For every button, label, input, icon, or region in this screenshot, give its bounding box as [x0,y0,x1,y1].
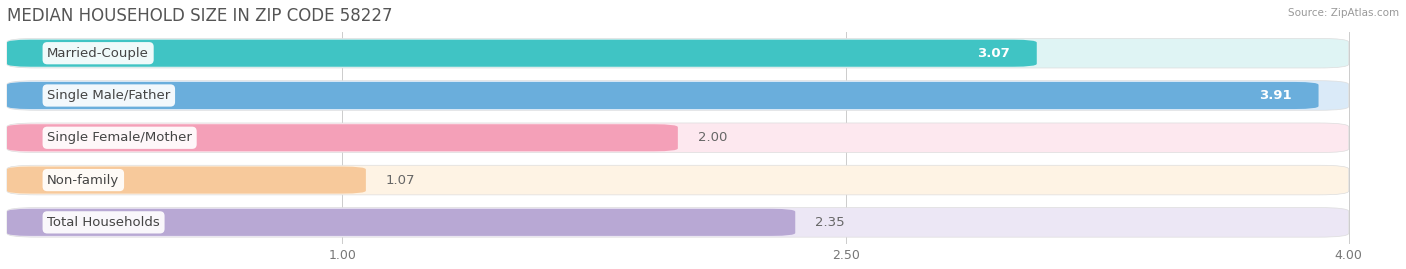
Text: 3.91: 3.91 [1260,89,1292,102]
FancyBboxPatch shape [7,123,1348,153]
FancyBboxPatch shape [7,124,678,151]
FancyBboxPatch shape [7,82,1319,109]
Text: Non-family: Non-family [48,174,120,187]
Text: 2.35: 2.35 [815,216,845,229]
FancyBboxPatch shape [7,38,1348,68]
Text: Total Households: Total Households [48,216,160,229]
Text: 3.07: 3.07 [977,47,1010,60]
Text: 1.07: 1.07 [387,174,416,187]
Text: Married-Couple: Married-Couple [48,47,149,60]
Text: Single Female/Mother: Single Female/Mother [48,131,193,144]
Text: MEDIAN HOUSEHOLD SIZE IN ZIP CODE 58227: MEDIAN HOUSEHOLD SIZE IN ZIP CODE 58227 [7,7,392,25]
Text: Source: ZipAtlas.com: Source: ZipAtlas.com [1288,8,1399,18]
FancyBboxPatch shape [7,81,1348,110]
FancyBboxPatch shape [7,167,366,194]
FancyBboxPatch shape [7,208,1348,237]
FancyBboxPatch shape [7,165,1348,195]
FancyBboxPatch shape [7,40,1036,67]
Text: 2.00: 2.00 [697,131,727,144]
FancyBboxPatch shape [7,209,796,236]
Text: Single Male/Father: Single Male/Father [48,89,170,102]
